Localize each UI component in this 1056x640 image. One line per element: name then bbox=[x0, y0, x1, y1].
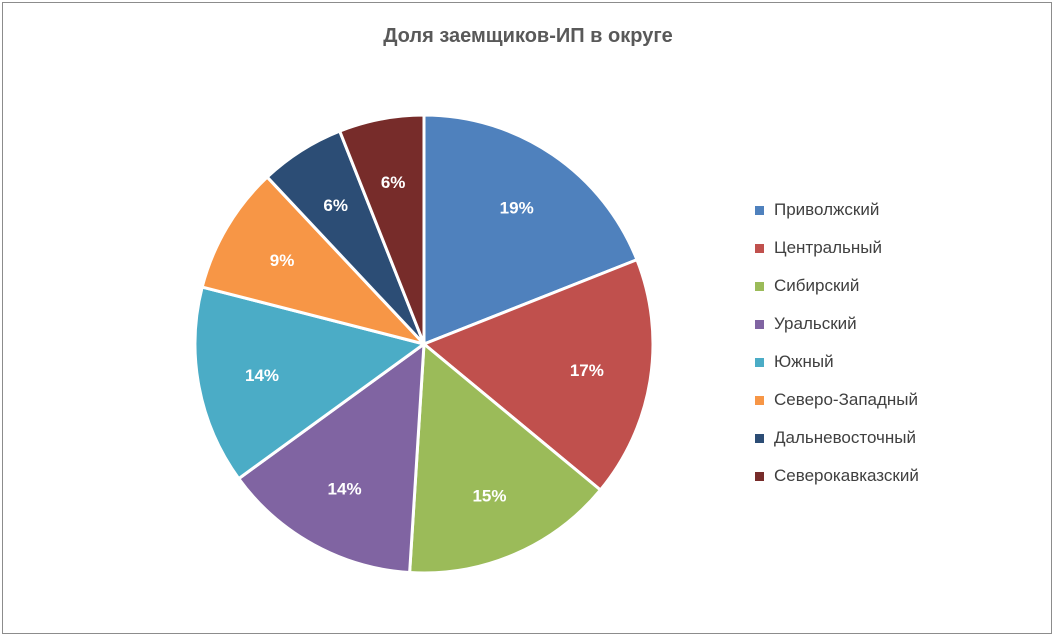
legend-label: Северо-Западный bbox=[774, 390, 918, 410]
legend-swatch bbox=[755, 244, 764, 253]
chart-legend: Приволжский Центральный Сибирский Уральский… bbox=[755, 191, 919, 495]
legend-label: Дальневосточный bbox=[774, 428, 916, 448]
legend-swatch bbox=[755, 396, 764, 405]
data-label-8: 6% bbox=[381, 173, 406, 192]
legend-swatch bbox=[755, 320, 764, 329]
data-label-3: 15% bbox=[472, 486, 506, 505]
legend-item: Центральный bbox=[755, 229, 919, 267]
legend-label: Южный bbox=[774, 352, 834, 372]
legend-swatch bbox=[755, 358, 764, 367]
legend-item: Дальневосточный bbox=[755, 419, 919, 457]
legend-item: Южный bbox=[755, 343, 919, 381]
legend-label: Уральский bbox=[774, 314, 857, 334]
legend-swatch bbox=[755, 282, 764, 291]
legend-label: Центральный bbox=[774, 238, 882, 258]
legend-label: Северокавказский bbox=[774, 466, 919, 486]
data-label-7: 6% bbox=[323, 196, 348, 215]
legend-item: Северо-Западный bbox=[755, 381, 919, 419]
legend-item: Приволжский bbox=[755, 191, 919, 229]
legend-label: Сибирский bbox=[774, 276, 859, 296]
data-label-2: 17% bbox=[570, 361, 604, 380]
legend-item: Северокавказский bbox=[755, 457, 919, 495]
legend-item: Сибирский bbox=[755, 267, 919, 305]
legend-swatch bbox=[755, 434, 764, 443]
data-label-6: 9% bbox=[270, 251, 295, 270]
data-label-1: 19% bbox=[500, 199, 534, 218]
legend-label: Приволжский bbox=[774, 200, 879, 220]
legend-swatch bbox=[755, 206, 764, 215]
data-label-5: 14% bbox=[245, 366, 279, 385]
data-label-4: 14% bbox=[328, 479, 362, 498]
legend-item: Уральский bbox=[755, 305, 919, 343]
legend-swatch bbox=[755, 472, 764, 481]
